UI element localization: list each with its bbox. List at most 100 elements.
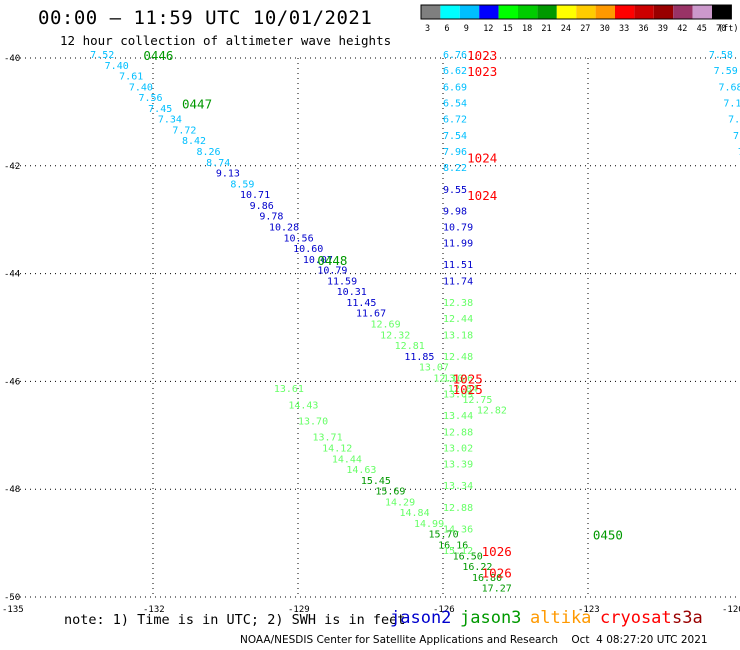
colorbar-swatch	[479, 5, 499, 19]
data-point-cryosat: 13.18	[443, 330, 473, 341]
legend-s3a: s3a	[672, 608, 703, 628]
data-point-jason3: 15.45	[361, 476, 391, 487]
colorbar-swatch	[556, 5, 577, 19]
data-point-jason2: 12.81	[395, 341, 425, 352]
data-point-cryosat: 9.55	[443, 185, 467, 196]
y-tick-label: -42	[4, 162, 20, 172]
data-point-jason3: 14.29	[385, 497, 415, 508]
data-point-cryosat: 13.39	[443, 460, 473, 471]
data-point-s3a: 7.39	[738, 147, 740, 158]
data-point-s3a: 7.17	[728, 115, 740, 126]
colorbar-swatch	[459, 5, 480, 19]
data-point-cryosat: 12.88	[443, 427, 473, 438]
colorbar-swatch	[673, 5, 693, 19]
data-point-cryosat: 13.44	[443, 411, 473, 422]
credit-line: NOAA/NESDIS Center for Satellite Applica…	[240, 634, 708, 646]
colorbar-swatch	[615, 5, 635, 19]
colorbar-label: 70	[716, 24, 726, 34]
colorbar-swatch	[498, 5, 518, 19]
data-point-jason2: 7.72	[172, 125, 196, 136]
data-point-s3a: 7.58	[709, 50, 733, 61]
x-tick-label: -132	[143, 605, 165, 615]
colorbar-label: 9	[464, 24, 469, 34]
data-point-jason2: 9.13	[216, 169, 240, 180]
colorbar-label: 30	[600, 24, 610, 34]
data-point-jason3: 17.27	[482, 584, 512, 595]
track-annotation: 1024	[467, 188, 497, 203]
data-point-jason3: 14.99	[414, 519, 444, 530]
track-annotation: 1023	[467, 48, 497, 63]
colorbar-label: 6	[444, 24, 449, 34]
track-annotation: 0446	[143, 48, 173, 63]
x-tick-label: -135	[2, 605, 24, 615]
data-point-s3a: 7.68	[719, 82, 740, 93]
data-point-jason2: 11.67	[356, 309, 386, 320]
data-point-jason3: 13.61	[274, 384, 304, 395]
data-point-cryosat: 7.54	[443, 131, 467, 142]
data-point-jason3: 16.80	[472, 573, 502, 584]
colorbar-swatch	[692, 5, 712, 19]
track-annotation: 0447	[182, 97, 212, 112]
data-point-cryosat: 6.54	[443, 99, 467, 110]
y-tick-label: -46	[4, 377, 20, 387]
data-point-jason3: 14.44	[332, 454, 362, 465]
y-tick-label: -40	[4, 54, 20, 64]
data-point-s3a: 7.19	[723, 99, 740, 110]
colorbar-label: 15	[503, 24, 513, 34]
data-point-cryosat: 12.88	[443, 503, 473, 514]
colorbar-label: 24	[561, 24, 571, 34]
footer-note: note: 1) Time is in UTC; 2) SWH is in fe…	[64, 612, 406, 628]
page-subtitle: 12 hour collection of altimeter wave hei…	[60, 33, 392, 48]
track-annotation: 1025	[453, 382, 483, 397]
data-point-cryosat: 13.34	[443, 481, 473, 492]
y-tick-label: -48	[4, 485, 20, 495]
colorbar-label: 36	[638, 24, 648, 34]
x-tick-label: -120	[722, 605, 740, 615]
data-point-jason3: 14.43	[288, 400, 318, 411]
page-title: 00:00 — 11:59 UTC 10/01/2021	[38, 7, 373, 29]
track-annotation: 1025	[453, 371, 483, 386]
data-point-jason2: 12.69	[371, 320, 401, 331]
data-point-cryosat: 12.38	[443, 298, 473, 309]
data-point-jason2: 10.31	[337, 287, 367, 298]
data-point-jason3: 16.16	[438, 540, 468, 551]
data-point-jason2: 8.74	[206, 158, 230, 169]
y-tick-label: -44	[4, 270, 20, 280]
data-point-cryosat: 6.72	[443, 115, 467, 126]
data-point-cryosat: 7.96	[443, 147, 467, 158]
track-annotation: 0450	[593, 528, 623, 543]
data-point-cryosat: 6.62	[443, 66, 467, 77]
data-point-jason2: 9.86	[250, 201, 274, 212]
colorbar-label: 3	[425, 24, 430, 34]
colorbar-unit: (ft)	[718, 24, 738, 34]
data-point-s3a: 7.59	[714, 66, 738, 77]
data-point-jason3: 14.63	[346, 465, 376, 476]
legend-jason3: jason3	[460, 608, 522, 628]
y-tick-label: -50	[4, 593, 20, 603]
data-point-s3a: 7.44	[733, 131, 740, 142]
legend-cryosat: cryosat	[600, 608, 672, 628]
data-point-jason3: 14.12	[322, 443, 352, 454]
data-point-jason2: 11.45	[346, 298, 376, 309]
data-point-jason3: 15.69	[375, 487, 405, 498]
x-tick-label: -129	[288, 605, 310, 615]
colorbar-swatch	[653, 5, 674, 19]
data-point-cryosat: 10.79	[443, 222, 473, 233]
colorbar-swatch	[634, 5, 654, 19]
data-point-jason2: 12.82	[477, 406, 507, 417]
track-annotation: 1026	[482, 544, 512, 559]
colorbar-label: 27	[580, 24, 590, 34]
data-point-jason2: 10.79	[317, 266, 347, 277]
data-point-cryosat: 13.26	[443, 373, 473, 384]
track-annotation: 1026	[482, 565, 512, 580]
data-point-jason2: 7.61	[119, 72, 143, 83]
colorbar-swatch	[576, 5, 596, 19]
track-annotation: 1024	[467, 150, 497, 165]
data-point-jason3: 13.70	[298, 417, 328, 428]
colorbar-swatch	[537, 5, 557, 19]
data-point-jason2: 10.07	[303, 255, 333, 266]
colorbar-swatch	[518, 5, 538, 19]
data-point-jason2: 8.26	[197, 147, 221, 158]
data-point-cryosat: 11.99	[443, 239, 473, 250]
colorbar-label: 18	[522, 24, 532, 34]
